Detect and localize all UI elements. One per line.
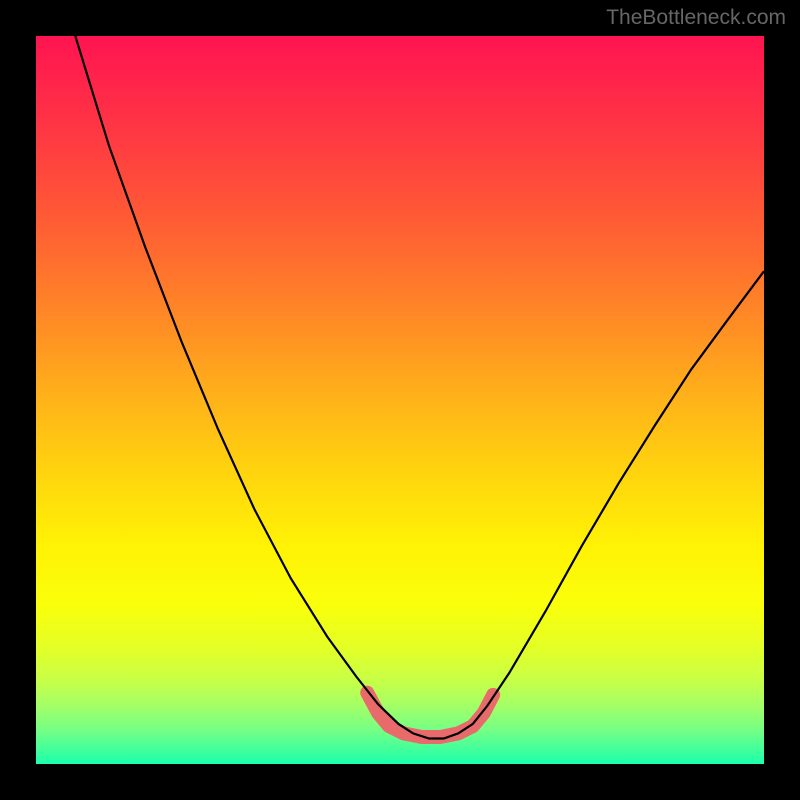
plot-area (36, 36, 764, 764)
watermark: TheBottleneck.com (606, 6, 786, 30)
gradient-background (36, 36, 764, 764)
